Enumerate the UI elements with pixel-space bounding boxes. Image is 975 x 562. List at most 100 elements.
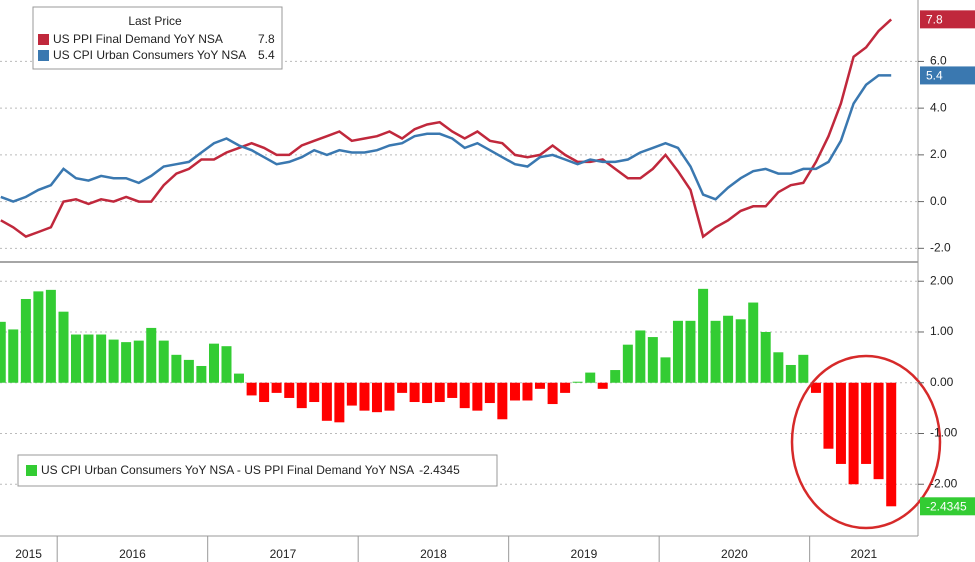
bar [798, 354, 809, 383]
bar [146, 327, 157, 383]
bar [534, 382, 545, 389]
bar [873, 382, 884, 480]
bar [45, 289, 56, 383]
legend-label: US CPI Urban Consumers YoY NSA [53, 48, 246, 62]
bar [183, 359, 194, 383]
x-tick-label: 2019 [571, 547, 598, 561]
bar [635, 330, 646, 383]
bar [0, 321, 6, 383]
bar [886, 382, 897, 507]
bar [685, 320, 696, 383]
bar [233, 373, 244, 383]
y-tick-label: -1.00 [930, 426, 958, 440]
bar [760, 331, 771, 383]
y-tick-label: -2.00 [930, 476, 958, 490]
last-value-box [920, 497, 975, 516]
y-tick-label: 6.0 [930, 54, 947, 68]
last-value-tag: 5.4 [920, 66, 975, 85]
legend-value: 7.8 [258, 32, 275, 46]
last-value-box [920, 10, 975, 29]
legend-label: US PPI Final Demand YoY NSA [53, 32, 223, 46]
bar [735, 319, 746, 383]
last-value-tag: -2.4345 [920, 497, 975, 516]
bar [259, 382, 270, 403]
bar [58, 311, 69, 383]
bar [710, 320, 721, 383]
y-tick-label: 2.00 [930, 273, 954, 287]
bar [622, 344, 633, 383]
bar [434, 382, 445, 403]
last-value-box [920, 66, 975, 85]
bar [484, 382, 495, 404]
x-tick-label: 2020 [721, 547, 748, 561]
bar [560, 382, 571, 393]
bar [246, 382, 257, 396]
bar [610, 370, 621, 383]
legend-value: 5.4 [258, 48, 275, 62]
bar [497, 382, 508, 420]
y-tick-label: -2.0 [930, 240, 951, 254]
bar [171, 354, 182, 383]
legend-box [17, 454, 498, 487]
bar [384, 382, 395, 411]
bar [284, 382, 295, 398]
legend-top: Last Price US PPI Final Demand YoY NSA 7… [32, 6, 283, 70]
bar [397, 382, 408, 393]
last-value-label: -2.4345 [926, 499, 967, 513]
x-tick-label: 2021 [850, 547, 877, 561]
marks [0, 18, 897, 507]
legend-label: US CPI Urban Consumers YoY NSA - US PPI … [41, 463, 460, 477]
bar [158, 340, 169, 383]
bar [208, 343, 219, 383]
bar [33, 291, 44, 383]
bar [409, 382, 420, 403]
bar [321, 382, 332, 421]
legend-value: -2.4345 [419, 463, 460, 477]
legend-box [32, 6, 283, 70]
y-tick-label: 4.0 [930, 100, 947, 114]
legend-swatch [38, 50, 49, 61]
y-tick-label: 0.00 [930, 375, 954, 389]
bar [20, 298, 31, 383]
x-tick-label: 2017 [270, 547, 297, 561]
bar [647, 337, 658, 383]
bar [334, 382, 345, 423]
y-tick-label: 0.0 [930, 194, 947, 208]
bar [309, 382, 320, 403]
line-series [0, 74, 892, 203]
bar [447, 382, 458, 398]
bar [422, 382, 433, 404]
bar [359, 382, 370, 411]
legend-swatch [26, 465, 37, 476]
legend-bottom: US CPI Urban Consumers YoY NSA - US PPI … [17, 454, 498, 487]
bar [83, 334, 94, 383]
bar [585, 372, 596, 383]
last-value-label: 5.4 [926, 69, 943, 83]
bar [8, 329, 19, 383]
bar [96, 334, 107, 383]
x-tick-label: 2018 [420, 547, 447, 561]
bar [835, 382, 846, 464]
bar [509, 382, 520, 401]
bar [810, 382, 821, 393]
legend-label: US CPI Urban Consumers YoY NSA - US PPI … [41, 463, 414, 477]
legend-title: Last Price [128, 14, 182, 28]
highlight-ellipse [790, 354, 942, 530]
x-tick-label: 2015 [15, 547, 42, 561]
bar [773, 352, 784, 383]
bar [70, 334, 81, 383]
bar [698, 288, 709, 383]
bar [823, 382, 834, 449]
bar [472, 382, 483, 411]
bar [597, 382, 608, 389]
bar [522, 382, 533, 401]
x-tick-label: 2016 [119, 547, 146, 561]
bar [371, 382, 382, 413]
bar [271, 382, 282, 393]
bar [785, 364, 796, 383]
bar [861, 382, 872, 464]
last-value-label: 7.8 [926, 13, 943, 27]
y-tick-label: 2.0 [930, 147, 947, 161]
bar [221, 346, 232, 383]
